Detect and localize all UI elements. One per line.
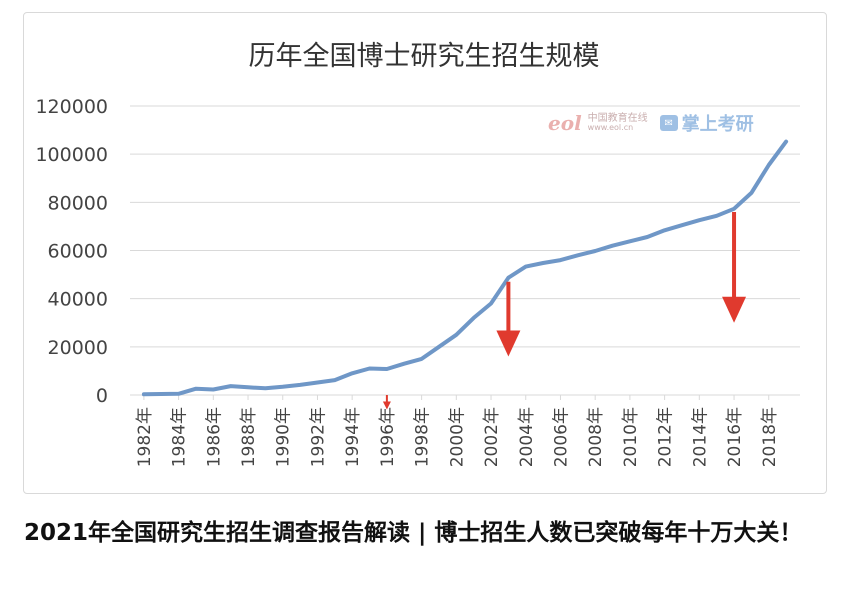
watermark: eol 中国教育在线 www.eol.cn ✉ 掌上考研 bbox=[548, 110, 754, 136]
x-tick-label: 2006年 bbox=[551, 407, 571, 467]
x-tick-label: 1988年 bbox=[239, 407, 259, 467]
x-tick-label: 1992年 bbox=[308, 407, 328, 467]
x-tick-label: 1984年 bbox=[170, 407, 190, 467]
y-tick-label: 40000 bbox=[48, 289, 108, 311]
watermark-site-url: www.eol.cn bbox=[587, 123, 634, 132]
y-tick-labels: 0 20000 40000 60000 80000 100000 120000 bbox=[35, 96, 108, 407]
x-tick-label: 2000年 bbox=[447, 407, 467, 467]
x-tick-label: 2008年 bbox=[586, 407, 606, 467]
x-tick-label: 2018年 bbox=[760, 407, 780, 467]
x-tick-marks bbox=[143, 395, 770, 400]
y-tick-label: 0 bbox=[96, 385, 108, 407]
article-headline[interactable]: 2021年全国研究生招生调查报告解读 | 博士招生人数已突破每年十万大关！ bbox=[24, 520, 803, 546]
y-tick-label: 60000 bbox=[48, 241, 108, 263]
annotation-arrows bbox=[382, 211, 747, 410]
chat-bubble-icon: ✉ bbox=[659, 115, 678, 131]
arrow-head bbox=[722, 296, 747, 323]
arrow-head bbox=[382, 401, 391, 410]
grid-lines bbox=[130, 105, 800, 396]
watermark-site-cn: 中国教育在线 bbox=[587, 113, 648, 124]
watermark-brand-text: 掌上考研 bbox=[681, 114, 754, 135]
x-tick-label: 1990年 bbox=[274, 407, 294, 467]
x-tick-label: 1994年 bbox=[343, 407, 363, 467]
watermark-brand: ✉ 掌上考研 bbox=[659, 110, 754, 136]
x-tick-label: 2002年 bbox=[482, 407, 502, 467]
chart-card bbox=[23, 12, 827, 494]
x-tick-label: 2012年 bbox=[656, 407, 676, 467]
x-tick-label: 2010年 bbox=[621, 407, 641, 467]
x-tick-label: 1986年 bbox=[204, 407, 224, 467]
y-tick-label: 80000 bbox=[48, 192, 108, 214]
x-tick-label: 2014年 bbox=[690, 407, 710, 467]
series-line-0 bbox=[141, 139, 789, 397]
eol-logo: eol bbox=[548, 111, 582, 135]
x-tick-labels: 1982年 1984年 1986年 1988年 1990年 1992年 1994年 1996年… bbox=[135, 407, 780, 467]
y-tick-label: 100000 bbox=[35, 144, 108, 166]
y-tick-label: 20000 bbox=[48, 337, 108, 359]
series-layer bbox=[141, 139, 789, 397]
x-tick-label: 1998年 bbox=[413, 407, 433, 467]
y-tick-label: 120000 bbox=[35, 96, 108, 118]
x-tick-label: 2016年 bbox=[725, 407, 745, 467]
watermark-site: 中国教育在线 www.eol.cn bbox=[588, 114, 648, 132]
x-tick-label: 1996年 bbox=[378, 407, 398, 467]
chart-title: 历年全国博士研究生招生规模 bbox=[248, 41, 600, 72]
x-tick-label: 1982年 bbox=[135, 407, 155, 467]
x-tick-label: 2004年 bbox=[517, 407, 537, 467]
arrow-head bbox=[496, 330, 521, 357]
